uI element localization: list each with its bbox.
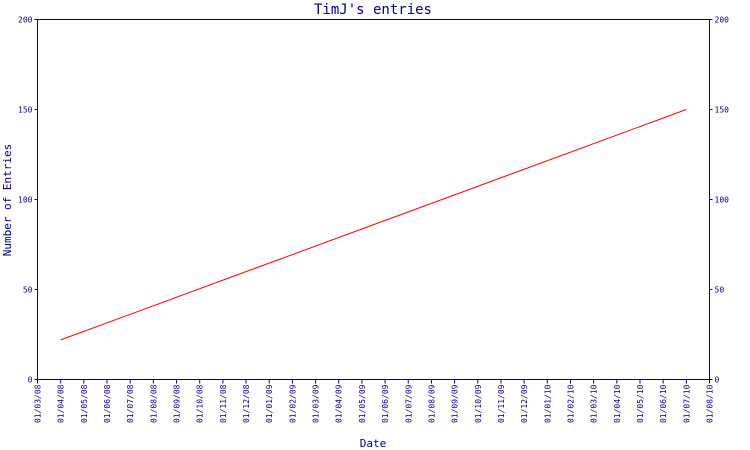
x-tick-label: 01/07/09 (404, 384, 413, 423)
x-tick-label: 01/03/10 (590, 384, 599, 423)
y-tick-label-right: 150 (715, 106, 730, 115)
series-line (60, 109, 687, 341)
x-tick-label: 01/06/09 (381, 384, 390, 423)
y-tick-label-right: 100 (715, 196, 730, 205)
y-tick-label-left: 200 (18, 16, 33, 25)
x-tick-label: 01/04/09 (335, 384, 344, 423)
x-tick-label: 01/10/08 (196, 384, 205, 423)
y-axis-label: Number of Entries (1, 144, 14, 257)
x-tick-label: 01/04/10 (613, 384, 622, 423)
x-tick-label: 01/06/10 (659, 384, 668, 423)
x-axis-label: Date (360, 437, 387, 450)
y-tick-label-right: 50 (715, 286, 725, 295)
x-tick-label: 01/02/09 (288, 384, 297, 423)
x-tick-label: 01/08/08 (149, 384, 158, 423)
y-axis-right: 0 50 100 150 200 (709, 16, 730, 385)
x-tick-label: 01/03/09 (312, 384, 321, 423)
x-tick-label: 01/01/10 (543, 384, 552, 423)
x-tick-label: 01/11/09 (497, 384, 506, 423)
x-tick-label: 01/11/08 (219, 384, 228, 423)
chart-title: TimJ's entries (314, 2, 432, 18)
x-tick-label: 01/05/09 (358, 384, 367, 423)
plot-area (37, 19, 710, 380)
x-tick-label: 01/09/08 (173, 384, 182, 423)
x-tick-label: 01/12/09 (520, 384, 529, 423)
x-tick-label: 01/05/10 (636, 384, 645, 423)
x-tick-label: 01/07/08 (126, 384, 135, 423)
y-tick-label-left: 150 (18, 106, 33, 115)
x-tick-label: 01/01/09 (265, 384, 274, 423)
series-layer (60, 109, 687, 341)
y-tick-label-right: 200 (715, 16, 730, 25)
y-tick-label-left: 100 (18, 196, 33, 205)
x-tick-label: 01/12/08 (242, 384, 251, 423)
x-tick-label: 01/07/10 (682, 384, 691, 423)
x-axis: 01/03/08 01/04/08 01/05/08 01/06/08 01/07/08… (34, 379, 715, 423)
x-tick-label: 01/09/09 (451, 384, 460, 423)
y-tick-label-right: 0 (715, 376, 720, 385)
x-tick-label: 01/03/08 (34, 384, 43, 423)
x-tick-label: 01/06/08 (103, 384, 112, 423)
y-axis-left: 0 50 100 150 200 (18, 16, 38, 385)
y-tick-label-left: 0 (28, 376, 33, 385)
x-tick-label: 01/02/10 (566, 384, 575, 423)
x-tick-label: 01/05/08 (80, 384, 89, 423)
x-tick-label: 01/08/09 (427, 384, 436, 423)
x-tick-label: 01/10/09 (474, 384, 483, 423)
x-tick-label: 01/04/08 (57, 384, 66, 423)
x-tick-label: 01/08/10 (706, 384, 715, 423)
y-tick-label-left: 50 (23, 286, 33, 295)
